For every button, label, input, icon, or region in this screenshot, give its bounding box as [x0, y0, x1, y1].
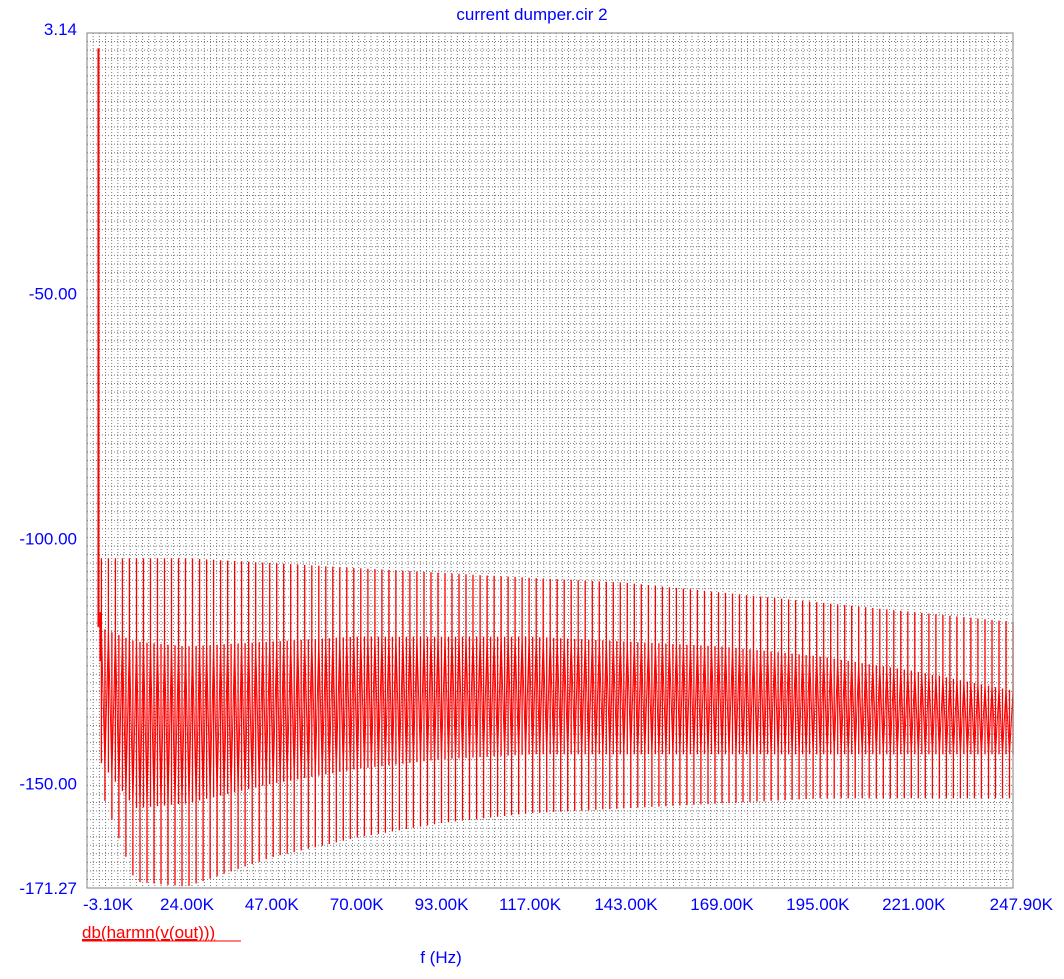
x-axis-label: f (Hz) [420, 948, 462, 967]
x-tick-label: 24.00K [160, 895, 215, 914]
x-tick-label: 221.00K [882, 895, 946, 914]
grid [87, 33, 1013, 888]
chart-title: current dumper.cir 2 [456, 5, 607, 24]
x-tick-label: 169.00K [690, 895, 754, 914]
y-tick-label: -171.27 [19, 879, 77, 898]
y-tick-label: -150.00 [19, 775, 77, 794]
y-tick-label: 3.14 [44, 20, 77, 39]
x-tick-label: 195.00K [786, 895, 850, 914]
y-tick-label: -100.00 [19, 530, 77, 549]
trace-label[interactable]: db(harmn(v(out))) [82, 923, 215, 942]
y-tick-label: -50.00 [29, 285, 77, 304]
trace-group [97, 48, 1014, 887]
x-tick-label: 93.00K [415, 895, 470, 914]
x-tick-label: -3.10K [83, 895, 134, 914]
plot-area-border [86, 32, 1014, 889]
x-tick-labels: -3.10K 24.00K 47.00K 70.00K 93.00K 117.00K 143… [83, 895, 1054, 914]
y-tick-labels: 3.14 -50.00 -100.00 -150.00 -171.27 [19, 20, 77, 898]
x-tick-label: 143.00K [594, 895, 658, 914]
trace-line [100, 627, 1014, 808]
x-tick-label: 47.00K [245, 895, 300, 914]
trace-harmonics [100, 558, 1014, 887]
x-tick-label: 70.00K [330, 895, 385, 914]
x-tick-label: 117.00K [499, 895, 562, 914]
x-tick-label: 247.90K [990, 895, 1054, 914]
